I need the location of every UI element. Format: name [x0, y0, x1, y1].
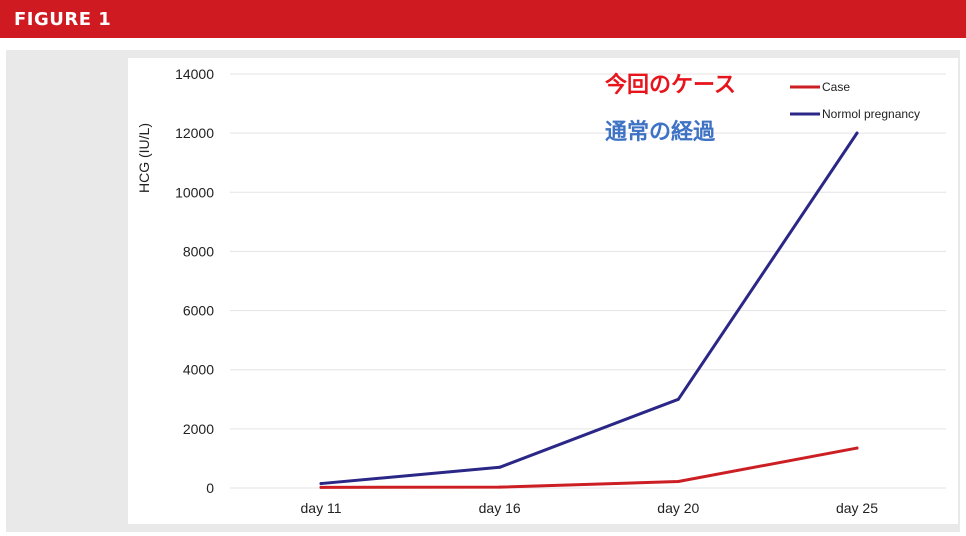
series-0-point-1 — [498, 485, 502, 489]
y-tick-0: 0 — [206, 480, 214, 496]
grid-layer — [230, 73, 946, 489]
y-tick-14000: 14000 — [175, 66, 214, 82]
figure-label: FIGURE 1 — [14, 9, 112, 30]
y-tick-2000: 2000 — [183, 421, 214, 437]
series-line-1 — [319, 131, 859, 486]
x-tick-day-25: day 25 — [836, 500, 878, 516]
chart-area: 0 2000 4000 6000 8000 10000 12000 14000 day 11 d… — [128, 58, 958, 524]
legend-label-1: Normol pregnancy — [822, 107, 920, 121]
x-tick-day-11: day 11 — [301, 500, 342, 516]
series-1-point-0 — [319, 482, 323, 486]
y-tick-labels: 0 2000 4000 6000 8000 10000 12000 14000 — [175, 66, 214, 496]
legend-label-0: Case — [822, 80, 850, 94]
x-tick-labels: day 11 day 16 day 20 day 25 — [301, 500, 879, 516]
y-tick-12000: 12000 — [175, 125, 214, 141]
case-annotation: 今回のケース — [605, 73, 736, 98]
y-axis-label: HCG (IU/L) — [136, 123, 152, 193]
x-tick-day-20: day 20 — [657, 500, 699, 516]
y-tick-8000: 8000 — [183, 243, 214, 259]
y-tick-10000: 10000 — [175, 184, 214, 200]
x-tick-day-16: day 16 — [479, 500, 521, 516]
series-0-point-2 — [676, 479, 680, 483]
series-layer — [319, 131, 859, 489]
series-1-point-1 — [498, 465, 502, 469]
y-tick-4000: 4000 — [183, 362, 214, 378]
figure-banner: FIGURE 1 — [0, 0, 966, 38]
legend: Case Normol pregnancy — [790, 80, 920, 121]
series-line-0 — [319, 446, 859, 489]
normal-annotation: 通常の経過 — [605, 120, 716, 145]
series-0-point-3 — [855, 446, 859, 450]
series-1-point-2 — [676, 397, 680, 401]
y-tick-6000: 6000 — [183, 303, 214, 319]
series-0-point-0 — [319, 485, 323, 489]
series-1-point-3 — [855, 131, 859, 135]
